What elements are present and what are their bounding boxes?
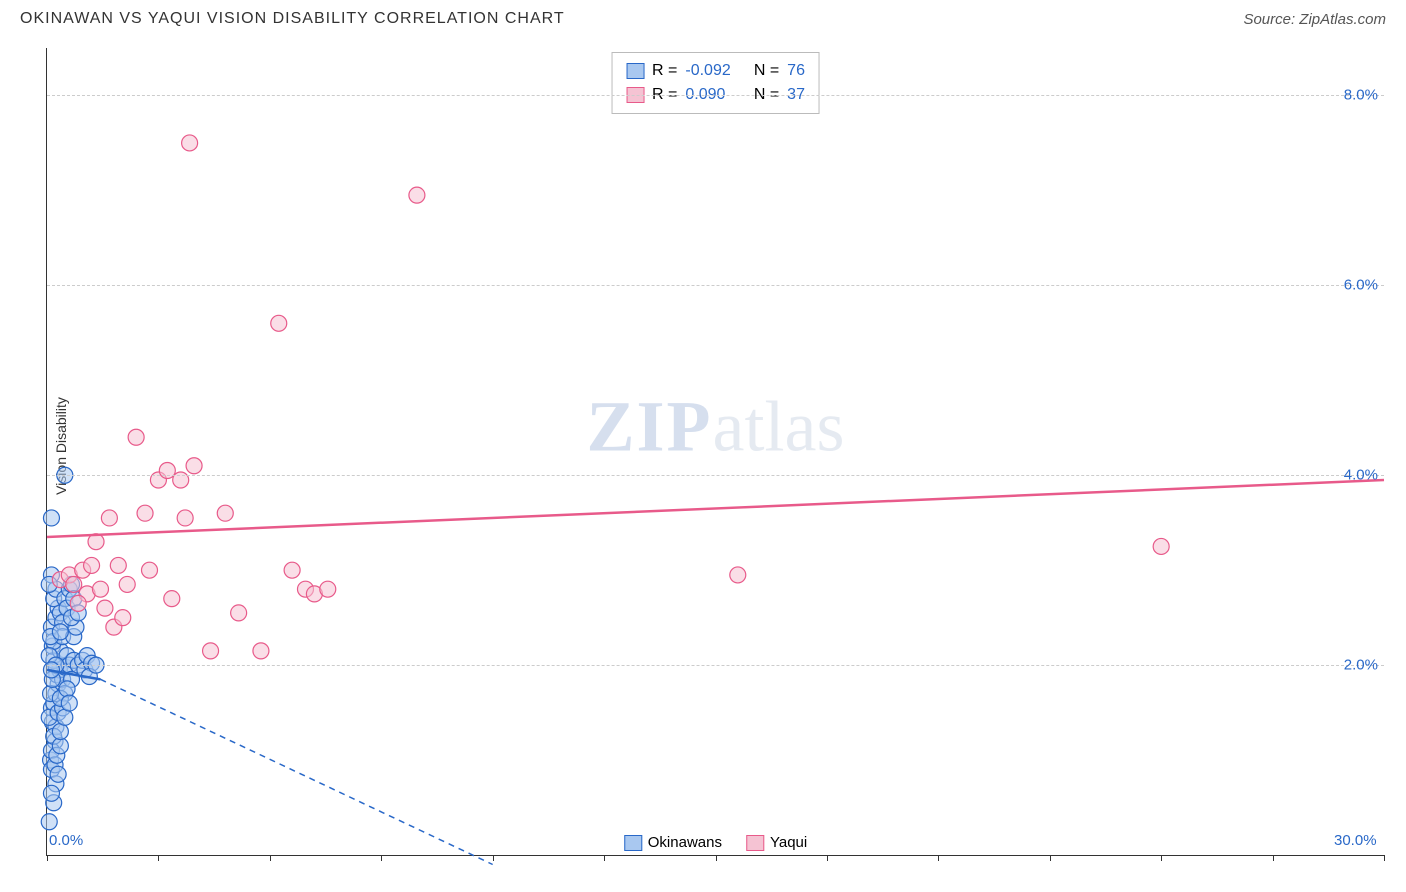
x-tick bbox=[493, 855, 494, 861]
data-point bbox=[203, 643, 219, 659]
x-tick bbox=[1273, 855, 1274, 861]
stats-row: R = -0.092 N = 76 bbox=[626, 59, 805, 83]
gridline bbox=[47, 475, 1384, 476]
data-point bbox=[119, 576, 135, 592]
x-tick bbox=[1384, 855, 1385, 861]
data-point bbox=[59, 681, 75, 697]
x-tick bbox=[270, 855, 271, 861]
data-point bbox=[320, 581, 336, 597]
data-point bbox=[52, 724, 68, 740]
data-point bbox=[182, 135, 198, 151]
data-point bbox=[92, 581, 108, 597]
data-point bbox=[41, 814, 57, 830]
data-point bbox=[101, 510, 117, 526]
data-point bbox=[409, 187, 425, 203]
stats-legend: R = -0.092 N = 76 R = 0.090 N = 37 bbox=[611, 52, 820, 114]
data-point bbox=[61, 695, 77, 711]
data-point bbox=[217, 505, 233, 521]
y-tick-label: 2.0% bbox=[1344, 657, 1378, 674]
data-point bbox=[128, 429, 144, 445]
gridline bbox=[47, 285, 1384, 286]
data-point bbox=[142, 562, 158, 578]
data-point bbox=[730, 567, 746, 583]
x-tick bbox=[604, 855, 605, 861]
data-point bbox=[253, 643, 269, 659]
chart-title: OKINAWAN VS YAQUI VISION DISABILITY CORR… bbox=[20, 10, 565, 28]
data-point bbox=[164, 591, 180, 607]
data-point bbox=[66, 576, 82, 592]
chart-header: OKINAWAN VS YAQUI VISION DISABILITY CORR… bbox=[0, 0, 1406, 34]
legend-item: Okinawans bbox=[624, 834, 722, 851]
data-point bbox=[57, 709, 73, 725]
data-point bbox=[284, 562, 300, 578]
x-tick bbox=[827, 855, 828, 861]
trend-line-dashed bbox=[100, 679, 492, 864]
x-tick-label: 0.0% bbox=[49, 832, 83, 849]
data-point bbox=[115, 610, 131, 626]
chart-source: Source: ZipAtlas.com bbox=[1243, 11, 1386, 28]
data-point bbox=[70, 595, 86, 611]
gridline bbox=[47, 665, 1384, 666]
scatter-svg bbox=[47, 48, 1384, 855]
data-point bbox=[84, 557, 100, 573]
legend-swatch bbox=[626, 63, 644, 79]
series-legend: Okinawans Yaqui bbox=[624, 834, 807, 851]
legend-swatch bbox=[746, 835, 764, 851]
data-point bbox=[177, 510, 193, 526]
data-point bbox=[50, 766, 66, 782]
x-tick bbox=[158, 855, 159, 861]
y-tick-label: 6.0% bbox=[1344, 277, 1378, 294]
y-tick-label: 4.0% bbox=[1344, 467, 1378, 484]
data-point bbox=[271, 315, 287, 331]
data-point bbox=[43, 785, 59, 801]
gridline bbox=[47, 95, 1384, 96]
data-point bbox=[52, 738, 68, 754]
x-tick-label: 30.0% bbox=[1334, 832, 1377, 849]
legend-item: Yaqui bbox=[746, 834, 807, 851]
data-point bbox=[1153, 538, 1169, 554]
data-point bbox=[110, 557, 126, 573]
x-tick bbox=[938, 855, 939, 861]
data-point bbox=[52, 624, 68, 640]
x-tick bbox=[1161, 855, 1162, 861]
data-point bbox=[137, 505, 153, 521]
y-tick-label: 8.0% bbox=[1344, 87, 1378, 104]
x-tick bbox=[381, 855, 382, 861]
x-tick bbox=[716, 855, 717, 861]
data-point bbox=[186, 458, 202, 474]
x-tick bbox=[47, 855, 48, 861]
data-point bbox=[97, 600, 113, 616]
data-point bbox=[43, 510, 59, 526]
plot-area: ZIPatlas R = -0.092 N = 76 R = 0.090 N =… bbox=[46, 48, 1384, 856]
data-point bbox=[231, 605, 247, 621]
legend-swatch bbox=[624, 835, 642, 851]
x-tick bbox=[1050, 855, 1051, 861]
trend-line bbox=[47, 480, 1384, 537]
